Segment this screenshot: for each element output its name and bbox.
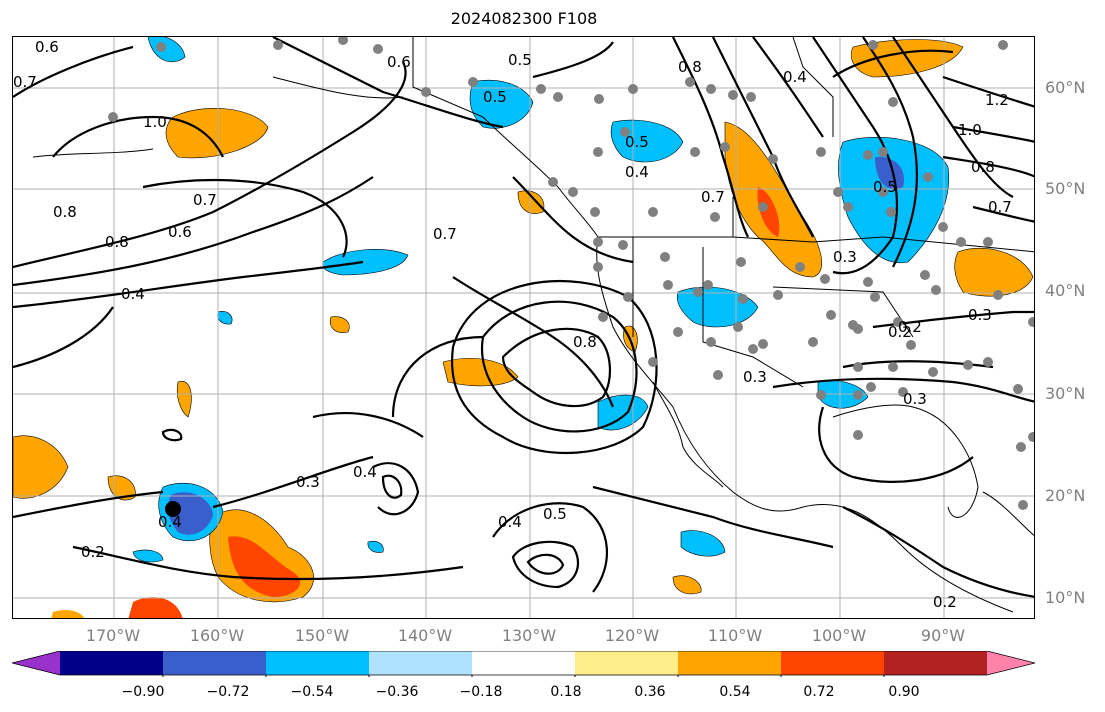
map-panel: 0.6 0.5 0.5 0.6 0.7 1.0 0.8 0.7 0.8 0.6 …: [12, 36, 1035, 619]
contour-label: 0.7: [988, 198, 1012, 216]
contour-label: 0.5: [508, 51, 532, 69]
lon-label-130w: 130°W: [501, 626, 557, 645]
colorbar-segment: [163, 651, 267, 675]
lat-label-30n: 30°N: [1045, 384, 1086, 403]
contour-label: 0.4: [625, 163, 649, 181]
colorbar-tick-label: −0.72: [206, 684, 250, 700]
contour-label: 0.4: [783, 68, 807, 86]
contour-label: 0.3: [968, 306, 992, 324]
contour-label: 0.8: [53, 203, 77, 221]
colorbar-tick-label: 0.54: [719, 684, 751, 700]
station-dots: [108, 37, 1034, 510]
contour-label: 0.8: [971, 158, 995, 176]
lat-label-10n: 10°N: [1045, 588, 1086, 607]
lat-label-20n: 20°N: [1045, 486, 1086, 505]
lon-label-150w: 150°W: [294, 626, 350, 645]
colorbar-segment: [472, 651, 576, 675]
contour-label: 0.7: [701, 188, 725, 206]
contour-label: 1.0: [143, 113, 167, 131]
lon-label-140w: 140°W: [397, 626, 453, 645]
colorbar-segment: [266, 651, 370, 675]
colorbar-tick-label: 0.72: [803, 684, 835, 700]
lon-label-110w: 110°W: [707, 626, 763, 645]
lat-label-40n: 40°N: [1045, 281, 1086, 300]
contour-label: 0.5: [483, 88, 507, 106]
lon-label-100w: 100°W: [811, 626, 867, 645]
lon-label-90w: 90°W: [920, 626, 966, 645]
contour-label-layer: 0.6 0.5 0.5 0.6 0.7 1.0 0.8 0.7 0.8 0.6 …: [13, 38, 1012, 611]
contour-label: 0.7: [193, 191, 217, 209]
lat-label-60n: 60°N: [1045, 78, 1086, 97]
contour-label: 0.7: [13, 73, 37, 91]
colorbar-tick-label: −0.18: [459, 684, 503, 700]
lat-label-50n: 50°N: [1045, 179, 1086, 198]
contour-label: 0.4: [121, 285, 145, 303]
contour-label: 0.2: [81, 543, 105, 561]
colorbar-tick-label: −0.36: [375, 684, 419, 700]
contour-label: 0.8: [678, 58, 702, 76]
colorbar-segment: [575, 651, 679, 675]
colorbar-tick-label: −0.54: [290, 684, 334, 700]
contour-label: 0.4: [353, 463, 377, 481]
colorbar-segment: [60, 651, 164, 675]
contour-label: 0.3: [296, 473, 320, 491]
contour-label: 0.5: [873, 178, 897, 196]
colorbar-segments: [12, 651, 1035, 676]
contour-label: 0.5: [625, 133, 649, 151]
colorbar-outline: [12, 651, 1035, 676]
contour-label: 1.2: [985, 91, 1009, 109]
map-title: 2024082300 F108: [450, 9, 598, 28]
colorbar-segment: [369, 651, 473, 675]
colorbar-tick-label: 0.90: [888, 684, 920, 700]
contour-label: 0.6: [168, 223, 192, 241]
negative-anomaly-shading: [132, 37, 950, 563]
contour-label: 0.4: [158, 513, 182, 531]
colorbar-segment: [678, 651, 782, 675]
contour-label: 0.3: [743, 368, 767, 386]
graticule: [13, 37, 1034, 618]
colorbar-extension-low: [12, 651, 60, 675]
colorbar-tick-label: 0.36: [634, 684, 666, 700]
contour-label: 0.8: [105, 233, 129, 251]
colorbar-segment: [781, 651, 885, 675]
lon-label-120w: 120°W: [604, 626, 660, 645]
contour-label: 0.2: [888, 323, 912, 341]
contour-label: 0.8: [573, 333, 597, 351]
colorbar-segment: [884, 651, 988, 675]
colorbar: [12, 651, 1035, 677]
contour-label: 0.4: [498, 513, 522, 531]
contour-label: 0.2: [933, 593, 957, 611]
colorbar-extension-high: [987, 651, 1035, 675]
colorbar-tick-label: 0.18: [550, 684, 582, 700]
contour-lines: [13, 37, 1034, 598]
positive-anomaly-shading: [13, 39, 1034, 618]
colorbar-tick-label: −0.90: [121, 684, 165, 700]
colorbar-ticks: [162, 675, 885, 677]
contour-label: 0.2: [898, 318, 922, 336]
lon-label-160w: 160°W: [189, 626, 245, 645]
contour-label: 0.6: [387, 53, 411, 71]
contour-label: 0.7: [433, 225, 457, 243]
contour-label: 0.3: [833, 248, 857, 266]
contour-label: 0.3: [903, 390, 927, 408]
contour-label: 0.5: [543, 505, 567, 523]
contour-label: 0.6: [35, 38, 59, 56]
lon-label-170w: 170°W: [85, 626, 141, 645]
contour-label: 1.0: [958, 121, 982, 139]
map-canvas: 0.6 0.5 0.5 0.6 0.7 1.0 0.8 0.7 0.8 0.6 …: [13, 37, 1034, 618]
